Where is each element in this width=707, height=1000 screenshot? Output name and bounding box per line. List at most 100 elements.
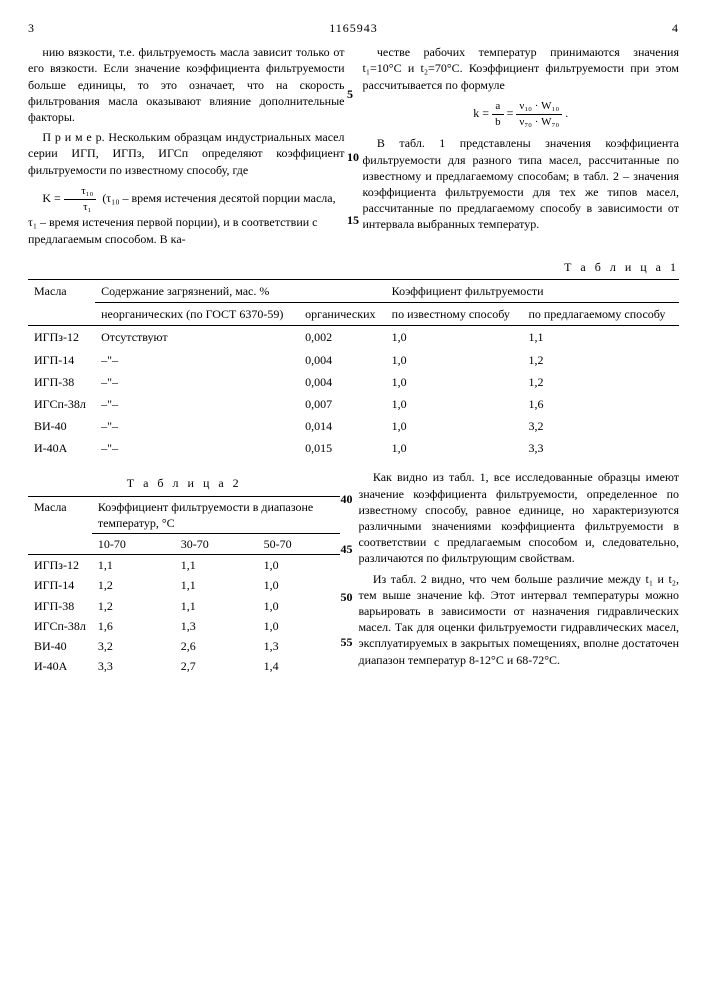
t1-h-known: по известному способу <box>386 303 523 326</box>
t1-cell: 0,014 <box>299 415 386 437</box>
formula-k-lhs2: k = <box>473 106 492 120</box>
right-column: честве рабочих температур принимаются зн… <box>363 44 680 253</box>
table2-wrapper: Т а б л и ц а 2 Масла Коэффициент фильтр… <box>28 469 340 686</box>
tau1: τ₁ <box>64 200 96 215</box>
lower-section: Т а б л и ц а 2 Масла Коэффициент фильтр… <box>28 469 679 686</box>
t1-cell: –"– <box>95 349 299 371</box>
t2-cell: ИГПз-12 <box>28 555 92 576</box>
table-row: ВИ-40–"–0,0141,03,2 <box>28 415 679 437</box>
t1-cell: 1,0 <box>386 437 523 459</box>
t2-cell: ИГП-38 <box>28 596 92 616</box>
t2-cell: 2,7 <box>175 656 258 676</box>
right-p1: честве рабочих температур принимаются зн… <box>363 44 680 93</box>
frac-ab: a b <box>492 99 504 130</box>
table-row: И-40А–"–0,0151,03,3 <box>28 437 679 459</box>
left-p1: нию вязкости, т.е. фильтруемость масла з… <box>28 44 345 125</box>
formula-k-lhs: K = <box>42 191 60 205</box>
t1-cell: 0,015 <box>299 437 386 459</box>
table-row: ИГП-38–"–0,0041,01,2 <box>28 371 679 393</box>
t1-cell: 1,0 <box>386 326 523 349</box>
t2-cell: 1,0 <box>258 575 341 595</box>
line-number-10: 10 <box>347 149 359 165</box>
f-den: ν₇₀ · W₇₀ <box>516 115 562 130</box>
tau10: τ₁₀ <box>64 184 96 200</box>
table-2: Масла Коэффициент фильтруемости в диапаз… <box>28 496 340 677</box>
t1-cell: 0,007 <box>299 393 386 415</box>
lr-p1: Как видно из табл. 1, все исследованные … <box>358 469 679 566</box>
t2-cell: 1,1 <box>175 596 258 616</box>
table-row: И-40А3,32,71,4 <box>28 656 340 676</box>
t2-cell: 1,2 <box>92 575 175 595</box>
t1-h-inorg: неорганических (по ГОСТ 6370-59) <box>95 303 299 326</box>
table-row: ИГП-14–"–0,0041,01,2 <box>28 349 679 371</box>
t1-cell: –"– <box>95 437 299 459</box>
t1-cell: 0,004 <box>299 349 386 371</box>
t1-cell: ВИ-40 <box>28 415 95 437</box>
table-row: ИГП-141,21,11,0 <box>28 575 340 595</box>
t2-cell: 1,1 <box>92 555 175 576</box>
page-number-right: 4 <box>672 20 679 36</box>
t1-h-masла: Масла <box>28 279 95 325</box>
t2-cell: 2,6 <box>175 636 258 656</box>
t1-cell: ИГСп-38л <box>28 393 95 415</box>
f-num: ν₁₀ · W₁₀ <box>516 99 562 115</box>
left-p2a: П р и м е р. Нескольким образцам индустр… <box>28 129 345 178</box>
t2-cell: 3,2 <box>92 636 175 656</box>
document-number: 1165943 <box>329 20 378 36</box>
page-number-left: 3 <box>28 20 35 36</box>
t2-h1: 10-70 <box>92 534 175 555</box>
line-number-50: 50 <box>340 589 352 605</box>
t2-h3: 50-70 <box>258 534 341 555</box>
table1-title: Т а б л и ц а 1 <box>28 259 679 275</box>
t1-cell: И-40А <box>28 437 95 459</box>
t2-cell: 1,2 <box>92 596 175 616</box>
t1-cell: –"– <box>95 371 299 393</box>
lr-p2: Из табл. 2 видно, что чем больше различи… <box>358 571 679 668</box>
line-number-55: 55 <box>340 634 352 650</box>
t2-cell: 1,0 <box>258 596 341 616</box>
frac-main: ν₁₀ · W₁₀ ν₇₀ · W₇₀ <box>516 99 562 130</box>
t2-cell: 1,0 <box>258 555 341 576</box>
t1-cell: 1,0 <box>386 415 523 437</box>
t1-cell: ИГП-14 <box>28 349 95 371</box>
t2-cell: 1,1 <box>175 575 258 595</box>
t1-cell: ИГПз-12 <box>28 326 95 349</box>
table-row: ВИ-403,22,61,3 <box>28 636 340 656</box>
t2-cell: И-40А <box>28 656 92 676</box>
t1-cell: ИГП-38 <box>28 371 95 393</box>
upper-two-column-text: нию вязкости, т.е. фильтруемость масла з… <box>28 44 679 253</box>
formula-k-main: k = a b = ν₁₀ · W₁₀ ν₇₀ · W₇₀ . <box>363 99 680 130</box>
t1-cell: 3,2 <box>522 415 679 437</box>
t2-cell: 1,0 <box>258 616 341 636</box>
t2-cell: 3,3 <box>92 656 175 676</box>
t2-cell: ИГСп-38л <box>28 616 92 636</box>
f-eq: = <box>507 106 517 120</box>
t1-cell: 1,2 <box>522 371 679 393</box>
f-a: a <box>492 99 504 115</box>
lower-right-text: Как видно из табл. 1, все исследованные … <box>358 469 679 686</box>
t2-cell: 1,4 <box>258 656 341 676</box>
t1-cell: 1,0 <box>386 393 523 415</box>
t1-h-org: органических <box>299 303 386 326</box>
f-b: b <box>492 115 504 130</box>
t2-cell: ВИ-40 <box>28 636 92 656</box>
table-row: ИГСп-38л1,61,31,0 <box>28 616 340 636</box>
table-row: ИГСп-38л–"–0,0071,01,6 <box>28 393 679 415</box>
t2-cell: 1,1 <box>175 555 258 576</box>
t1-cell: 1,0 <box>386 371 523 393</box>
t1-cell: 0,004 <box>299 371 386 393</box>
t1-cell: 1,0 <box>386 349 523 371</box>
table-row: ИГПз-12Отсутствуют0,0021,01,1 <box>28 326 679 349</box>
t1-cell: –"– <box>95 415 299 437</box>
t1-cell: –"– <box>95 393 299 415</box>
t2-cell: 1,3 <box>175 616 258 636</box>
t2-cell: 1,3 <box>258 636 341 656</box>
table-1: Масла Содержание загрязнений, мас. % Коэ… <box>28 279 679 460</box>
t1-cell: 1,2 <box>522 349 679 371</box>
line-number-45: 45 <box>340 541 352 557</box>
t2-cell: 1,6 <box>92 616 175 636</box>
formula-k-tau: K = τ₁₀ τ₁ (τ₁₀ – время истечения десято… <box>28 184 345 247</box>
right-p2: В табл. 1 представлены значения коэффици… <box>363 135 680 232</box>
t1-h-contam: Содержание загрязнений, мас. % <box>95 279 386 302</box>
frac-tau: τ₁₀ τ₁ <box>64 184 96 215</box>
